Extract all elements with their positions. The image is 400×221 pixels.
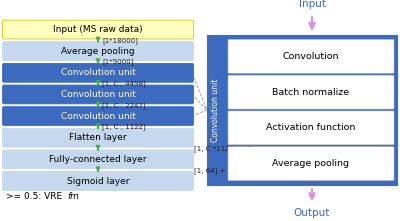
Text: Convolution unit: Convolution unit [60, 112, 136, 121]
Text: >= 0.5: VRE: >= 0.5: VRE [6, 192, 62, 201]
Text: Input (MS raw data): Input (MS raw data) [53, 25, 143, 34]
Text: [1, C , 2247]: [1, C , 2247] [102, 102, 146, 109]
FancyBboxPatch shape [2, 107, 194, 126]
Text: Input: Input [298, 0, 326, 9]
Text: Average pooling: Average pooling [272, 159, 350, 168]
Text: [1*9000]: [1*9000] [102, 59, 133, 65]
FancyBboxPatch shape [2, 20, 194, 39]
Text: Convolution: Convolution [283, 52, 339, 61]
Text: [1, C , 4498]: [1, C , 4498] [102, 80, 146, 87]
FancyBboxPatch shape [2, 63, 194, 82]
Text: Average pooling: Average pooling [61, 47, 135, 56]
Text: Fully-connected layer: Fully-connected layer [49, 155, 147, 164]
Text: [1, C *1122] + Dropout: [1, C *1122] + Dropout [194, 145, 275, 152]
FancyBboxPatch shape [2, 128, 194, 147]
FancyBboxPatch shape [2, 172, 194, 191]
Text: Convolution unit: Convolution unit [212, 78, 220, 142]
Text: Convolution unit: Convolution unit [60, 68, 136, 77]
Text: [1, 64] + Dropout: [1, 64] + Dropout [194, 167, 256, 173]
Text: Batch normalize: Batch normalize [272, 88, 350, 97]
FancyBboxPatch shape [207, 35, 397, 185]
Text: Output: Output [294, 208, 330, 218]
FancyBboxPatch shape [228, 111, 394, 145]
Text: fm: fm [67, 192, 79, 201]
FancyBboxPatch shape [2, 42, 194, 61]
Text: [1*18000]: [1*18000] [102, 37, 138, 44]
Text: Flatten layer: Flatten layer [69, 133, 127, 142]
FancyBboxPatch shape [228, 147, 394, 181]
FancyBboxPatch shape [228, 75, 394, 109]
Text: [1, C , 1122]: [1, C , 1122] [102, 124, 146, 130]
Text: Sigmoid layer: Sigmoid layer [67, 177, 129, 185]
FancyBboxPatch shape [2, 150, 194, 169]
Text: Convolution unit: Convolution unit [60, 90, 136, 99]
FancyBboxPatch shape [228, 39, 394, 73]
Text: Activation function: Activation function [266, 123, 356, 132]
FancyBboxPatch shape [2, 85, 194, 104]
